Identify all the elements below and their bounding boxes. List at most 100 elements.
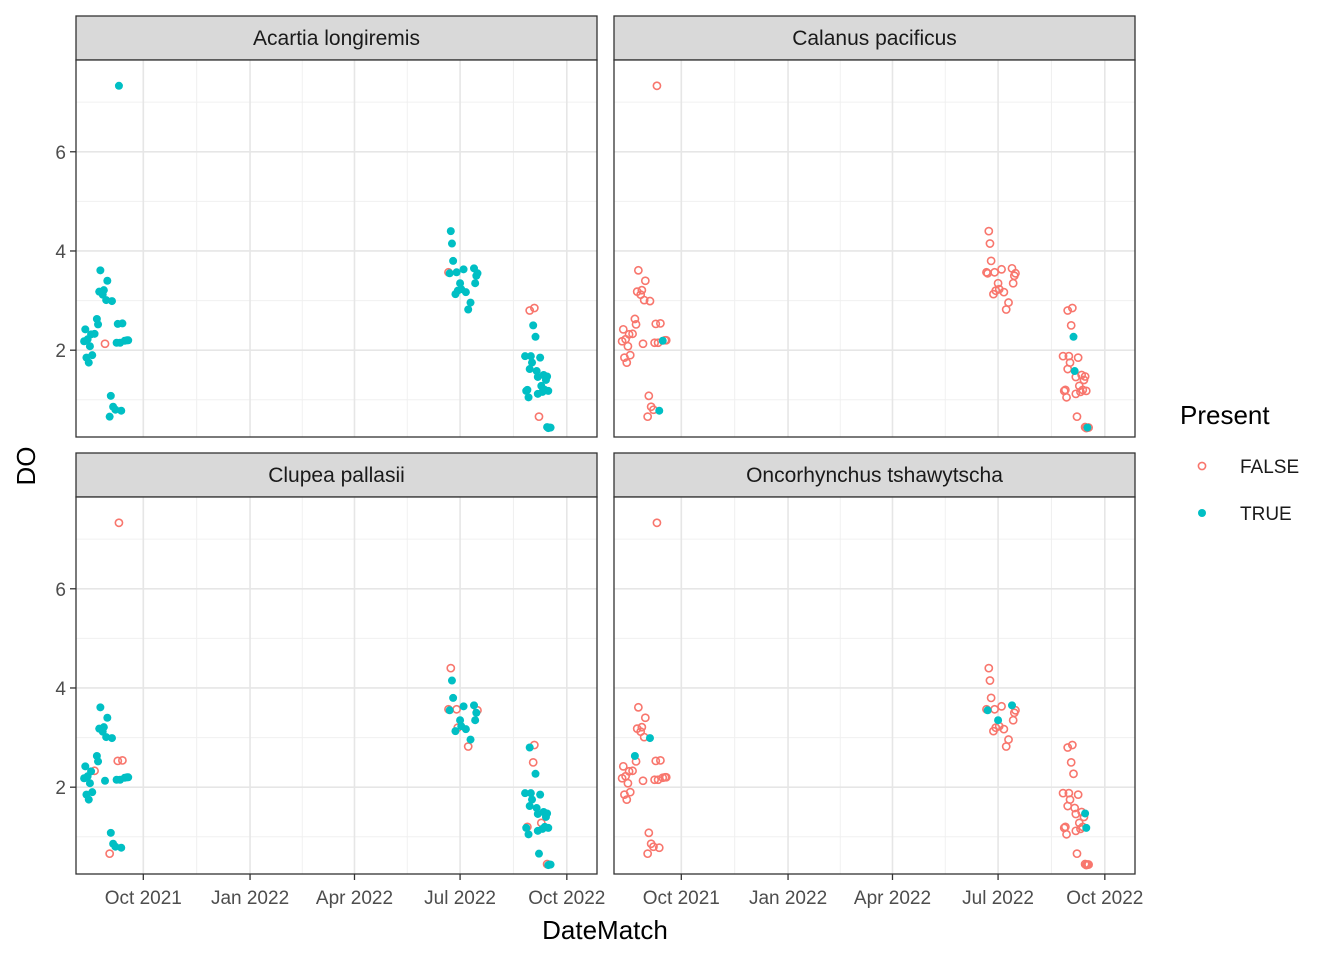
point-absent xyxy=(1067,740,1077,750)
panel-3: Clupea pallasii xyxy=(75,452,598,875)
point-present xyxy=(470,701,479,710)
point-absent xyxy=(985,239,995,248)
point-present xyxy=(106,391,115,400)
point-absent xyxy=(637,285,647,295)
point-absent xyxy=(534,412,544,422)
point-present xyxy=(655,406,664,415)
point-absent xyxy=(652,81,662,91)
point-present xyxy=(532,367,541,376)
point-absent xyxy=(984,226,994,236)
point-present xyxy=(117,843,126,852)
point-absent xyxy=(625,350,635,360)
point-absent xyxy=(652,518,662,528)
point-present xyxy=(461,288,470,297)
point-absent xyxy=(650,775,660,785)
y-tick-label: 2 xyxy=(55,341,66,362)
point-present xyxy=(85,342,94,351)
point-present xyxy=(99,286,108,295)
point-present xyxy=(90,329,99,338)
legend-label-false: FALSE xyxy=(1240,457,1299,478)
point-absent xyxy=(986,693,996,703)
x-tick-label: Jan 2022 xyxy=(749,888,827,909)
point-absent xyxy=(1071,389,1081,399)
point-absent xyxy=(624,329,634,339)
legend-key-true-marker xyxy=(1198,509,1206,517)
y-axis-left-top: 2 4 6 xyxy=(55,143,76,362)
point-absent xyxy=(631,319,641,329)
point-present xyxy=(1008,701,1017,710)
point-present xyxy=(87,767,96,776)
x-tick-label: Oct 2022 xyxy=(1066,888,1143,909)
point-absent xyxy=(643,849,653,859)
point-present xyxy=(445,706,454,715)
point-present xyxy=(451,727,460,736)
point-absent xyxy=(633,702,643,712)
point-present xyxy=(107,734,116,743)
point-present xyxy=(456,279,465,288)
point-absent xyxy=(986,256,996,266)
point-absent xyxy=(463,742,473,751)
point-absent xyxy=(639,295,649,305)
point-absent xyxy=(1063,306,1073,315)
point-present xyxy=(630,751,639,760)
point-absent xyxy=(651,756,661,766)
point-absent xyxy=(622,358,632,367)
y-tick-label: 6 xyxy=(55,580,66,601)
point-absent xyxy=(623,778,633,788)
point-absent xyxy=(643,412,653,422)
x-tick-label: Jan 2022 xyxy=(211,888,289,909)
point-present xyxy=(1070,367,1079,376)
point-present xyxy=(473,269,482,278)
point-absent xyxy=(644,828,654,838)
point-absent xyxy=(1066,757,1076,767)
panel-3-strip xyxy=(75,452,598,498)
point-present xyxy=(544,386,553,395)
panel-3-border xyxy=(75,496,598,875)
point-present xyxy=(459,265,468,274)
x-axis-right: Oct 2021 Jan 2022 Apr 2022 Jul 2022 Oct 2022 xyxy=(643,874,1143,909)
legend: Present FALSE TRUE xyxy=(1180,400,1299,525)
point-absent xyxy=(105,849,115,859)
point-absent xyxy=(984,663,994,673)
point-present xyxy=(447,676,456,685)
panel-2-border xyxy=(613,59,1136,438)
point-absent xyxy=(1065,358,1075,367)
panel-1: Acartia longiremis xyxy=(75,15,598,438)
point-absent xyxy=(656,319,665,328)
x-tick-label: Oct 2022 xyxy=(528,888,605,909)
point-present xyxy=(543,809,552,818)
point-absent xyxy=(633,265,643,275)
panel-3-grid xyxy=(76,497,597,874)
panel-background xyxy=(76,60,597,437)
point-present xyxy=(528,358,537,367)
point-present xyxy=(524,830,533,839)
point-absent xyxy=(1058,351,1068,361)
panel-4-border xyxy=(613,496,1136,875)
point-absent xyxy=(645,296,655,306)
point-present xyxy=(531,332,540,341)
point-absent xyxy=(985,676,995,685)
point-absent xyxy=(1004,735,1013,744)
point-present xyxy=(544,823,553,832)
point-present xyxy=(546,860,555,869)
point-present xyxy=(101,776,110,785)
point-present xyxy=(532,804,541,813)
point-present xyxy=(459,702,468,711)
point-present xyxy=(529,321,538,330)
point-absent xyxy=(525,306,535,315)
panel-2-points xyxy=(617,81,1093,433)
point-present xyxy=(103,276,112,285)
point-absent xyxy=(1062,829,1071,839)
point-absent xyxy=(623,341,633,351)
point-absent xyxy=(640,276,650,286)
x-tick-label: Apr 2022 xyxy=(854,888,931,909)
x-tick-label: Jul 2022 xyxy=(962,888,1034,909)
x-tick-label: Oct 2021 xyxy=(643,888,720,909)
point-present xyxy=(106,828,115,837)
panel-1-grid xyxy=(76,60,597,437)
panel-2-strip-title: Calanus pacificus xyxy=(792,27,957,50)
point-present xyxy=(88,351,97,360)
panel-2: Calanus pacificus xyxy=(613,15,1136,438)
point-absent xyxy=(529,303,539,313)
